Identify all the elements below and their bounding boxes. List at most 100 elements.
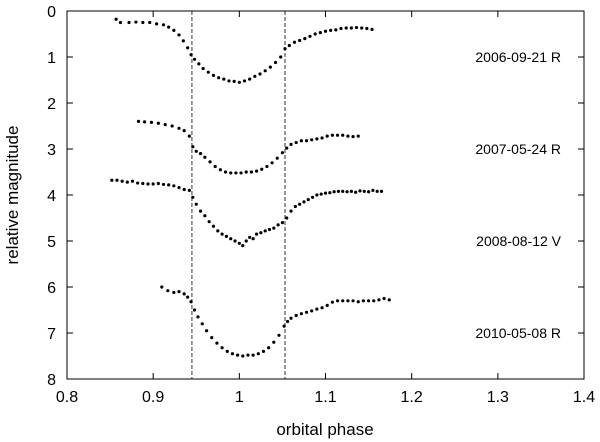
plot-frame xyxy=(66,10,585,380)
data-point xyxy=(354,190,358,194)
data-point xyxy=(261,349,266,353)
data-point xyxy=(375,189,379,193)
data-point xyxy=(275,156,279,160)
data-point xyxy=(211,224,216,228)
data-point xyxy=(177,290,181,294)
data-point xyxy=(248,235,252,239)
data-point xyxy=(315,307,319,311)
data-point xyxy=(215,341,219,345)
y-axis-title: relative magnitude xyxy=(3,126,22,265)
data-point xyxy=(372,299,376,303)
data-point xyxy=(253,74,257,78)
data-point xyxy=(366,190,371,194)
series-points xyxy=(160,285,391,358)
data-point xyxy=(177,126,181,130)
data-point xyxy=(134,20,138,24)
y-tick-label: 8 xyxy=(47,372,56,389)
data-point xyxy=(263,69,267,73)
data-point xyxy=(234,171,238,175)
y-tick-label: 4 xyxy=(47,188,56,205)
data-point xyxy=(161,182,166,187)
data-point xyxy=(182,129,186,133)
series-label: 2010-05-08 R xyxy=(475,325,561,341)
x-tick-label: 1.3 xyxy=(487,389,509,406)
data-point xyxy=(125,180,129,184)
data-point xyxy=(118,20,123,25)
data-point xyxy=(365,26,369,31)
y-tick-label: 2 xyxy=(47,96,56,113)
data-point xyxy=(167,25,171,29)
data-point xyxy=(244,170,248,174)
y-tick-label: 5 xyxy=(47,234,56,251)
data-point xyxy=(223,170,228,174)
data-point xyxy=(304,310,309,314)
data-point xyxy=(141,181,145,186)
data-point xyxy=(341,189,345,193)
data-point xyxy=(308,34,312,38)
data-point xyxy=(249,170,253,174)
data-point xyxy=(330,300,334,304)
data-point xyxy=(156,181,160,186)
data-point xyxy=(114,17,118,21)
data-point xyxy=(254,169,259,173)
data-point xyxy=(280,221,285,225)
data-point xyxy=(191,145,195,149)
x-tick-label: 0.9 xyxy=(142,389,164,406)
data-point xyxy=(172,28,176,32)
data-point xyxy=(222,77,226,81)
data-point xyxy=(303,37,307,41)
series-labels: 2006-09-21 R 2007-05-24 R 2008-08-12 V 2010… xyxy=(475,49,561,341)
data-point xyxy=(213,164,217,169)
data-point xyxy=(254,232,259,236)
data-point xyxy=(224,234,229,238)
data-point xyxy=(304,139,309,143)
data-point xyxy=(186,295,190,299)
axis-ticks xyxy=(66,10,585,380)
data-point xyxy=(341,133,345,137)
x-tick-label: 1.2 xyxy=(401,389,423,406)
data-point xyxy=(177,186,181,190)
data-point xyxy=(241,244,245,248)
data-point xyxy=(217,76,221,80)
data-point xyxy=(320,306,324,310)
y-tick-label: 7 xyxy=(47,326,56,343)
data-point xyxy=(302,200,306,204)
data-point xyxy=(167,183,171,187)
data-point xyxy=(285,216,289,220)
data-point xyxy=(256,352,260,356)
data-point xyxy=(194,202,198,206)
x-tick-label: 1.4 xyxy=(573,389,595,406)
data-point xyxy=(151,182,155,186)
data-point xyxy=(335,133,340,137)
data-point xyxy=(268,65,272,69)
data-point xyxy=(237,241,241,245)
data-point xyxy=(189,53,193,57)
data-point xyxy=(218,168,222,172)
data-point xyxy=(332,190,336,194)
data-point xyxy=(267,227,272,232)
data-point xyxy=(239,171,243,175)
data-point xyxy=(210,336,214,340)
data-point xyxy=(329,28,333,32)
data-point xyxy=(204,329,209,333)
data-point xyxy=(196,315,200,319)
data-point xyxy=(282,324,286,328)
data-point xyxy=(315,193,319,197)
data-point xyxy=(189,300,193,304)
data-point xyxy=(232,79,236,83)
data-point xyxy=(325,303,329,307)
data-point xyxy=(248,77,252,81)
data-point xyxy=(349,26,353,30)
data-point xyxy=(354,25,359,30)
data-point xyxy=(276,223,280,227)
data-point xyxy=(344,26,348,30)
data-point xyxy=(198,152,203,156)
data-point xyxy=(241,354,245,358)
data-point xyxy=(299,312,303,316)
data-point xyxy=(279,55,283,59)
series-points xyxy=(110,178,384,248)
data-point xyxy=(208,160,212,164)
data-point xyxy=(187,188,191,192)
data-point xyxy=(298,38,302,43)
data-point xyxy=(233,239,237,243)
